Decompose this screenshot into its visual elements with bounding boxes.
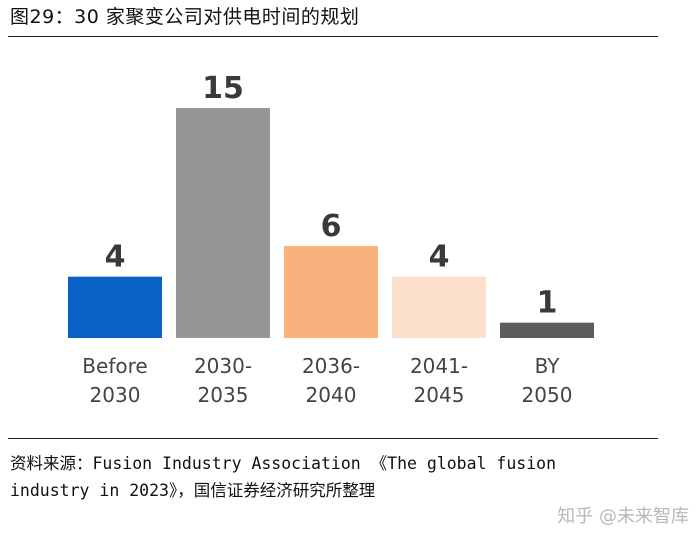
bar-chart: 4 Before 2030 15 2030- 2035 6 2036- 2040 4 2041- 20… xyxy=(68,71,594,407)
data-label: 4 xyxy=(105,240,126,275)
watermark: 知乎 @未来智库 xyxy=(557,506,689,527)
category-tick-label: 2030 xyxy=(90,383,141,407)
data-label: 6 xyxy=(321,209,342,244)
bar-before-2030 xyxy=(68,276,162,338)
source-line-1: 资料来源：Fusion Industry Association 《The gl… xyxy=(10,454,557,473)
data-label: 15 xyxy=(202,71,244,106)
bar-2036-2040 xyxy=(284,246,378,338)
category-tick-label: 2035 xyxy=(198,383,249,407)
bar-2041-2045 xyxy=(392,276,486,338)
category-tick-label: 2050 xyxy=(522,383,573,407)
source-note: 资料来源：Fusion Industry Association 《The gl… xyxy=(10,450,670,504)
category-tick-label: 2045 xyxy=(414,383,465,407)
figure-title: 图29：30 家聚变公司对供电时间的规划 xyxy=(10,6,360,28)
bar-by-2050 xyxy=(500,322,594,338)
source-line-2: industry in 2023》，国信证券经济研究所整理 xyxy=(10,481,376,500)
top-rule xyxy=(8,36,658,37)
category-tick-label: BY xyxy=(535,354,561,378)
data-label: 4 xyxy=(429,240,450,275)
category-tick-label: Before xyxy=(82,354,147,378)
category-tick-label: 2030- xyxy=(194,354,252,378)
category-tick-label: 2036- xyxy=(302,354,360,378)
category-tick-label: 2040 xyxy=(306,383,357,407)
bottom-rule xyxy=(8,438,658,439)
data-label: 1 xyxy=(537,286,558,321)
bar-2030-2035 xyxy=(176,108,270,338)
category-tick-label: 2041- xyxy=(410,354,468,378)
